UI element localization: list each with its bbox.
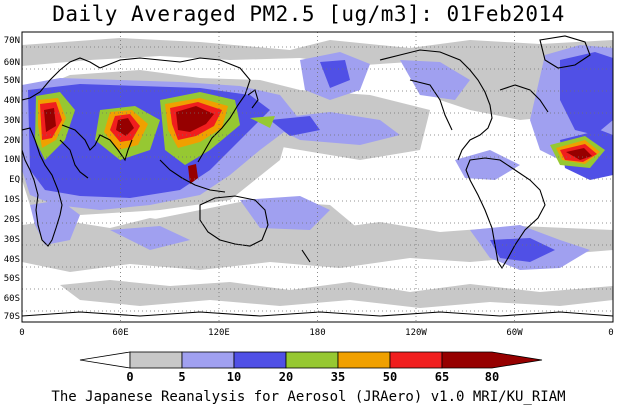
lat-label: 60N [4,58,20,68]
lat-label: 50N [4,76,20,86]
lon-label: 120E [208,328,230,338]
lat-label: 10N [4,155,20,165]
colorbar-label: 5 [178,370,185,384]
colorbar-labels: 0 5 10 20 35 50 65 80 [126,370,499,384]
coastlines [22,35,613,317]
colorbar [79,351,543,369]
colorbar-segment [441,351,543,369]
lat-label: 20S [4,215,20,225]
grid-lines [22,32,613,322]
lat-label: 70N [4,36,20,46]
colorbar-label: 35 [331,370,345,384]
lat-label: 60S [4,294,20,304]
lat-label: 10S [4,195,20,205]
credit-line: The Japanese Reanalysis for Aerosol (JRA… [51,389,566,405]
lon-label: 60E [112,328,128,338]
colorbar-segment [285,351,339,369]
lon-label: 120W [405,328,427,338]
lon-label: 0 [19,328,24,338]
colorbar-label: 20 [279,370,293,384]
lat-label: EQ [9,175,20,185]
lat-label: 40S [4,255,20,265]
colorbar-segment [79,351,131,369]
colorbar-label: 0 [126,370,133,384]
colorbar-segment [337,351,391,369]
lat-label: 50S [4,274,20,284]
lat-label: 30N [4,116,20,126]
colorbar-label: 80 [485,370,499,384]
colorbar-segment [233,351,287,369]
lat-label: 70S [4,312,20,322]
latitude-labels: 70N 60N 50N 40N 30N 20N 10N EQ 10S 20S 3… [4,36,20,322]
lon-label: 0 [608,328,613,338]
colorbar-label: 65 [435,370,449,384]
map-title: Daily Averaged PM2.5 [ug/m3]: 01Feb2014 [52,2,565,26]
map-frame [21,31,614,323]
colorbar-segment [129,351,183,369]
colorbar-segment [389,351,443,369]
longitude-labels: 0 60E 120E 180 120W 60W 0 [19,328,613,338]
lon-label: 180 [309,328,325,338]
lon-label: 60W [506,328,523,338]
colorbar-label: 10 [227,370,241,384]
lat-label: 40N [4,96,20,106]
lat-label: 20N [4,136,20,146]
pm25-field [22,32,613,322]
colorbar-segment [181,351,235,369]
lat-label: 30S [4,235,20,245]
colorbar-label: 50 [383,370,397,384]
